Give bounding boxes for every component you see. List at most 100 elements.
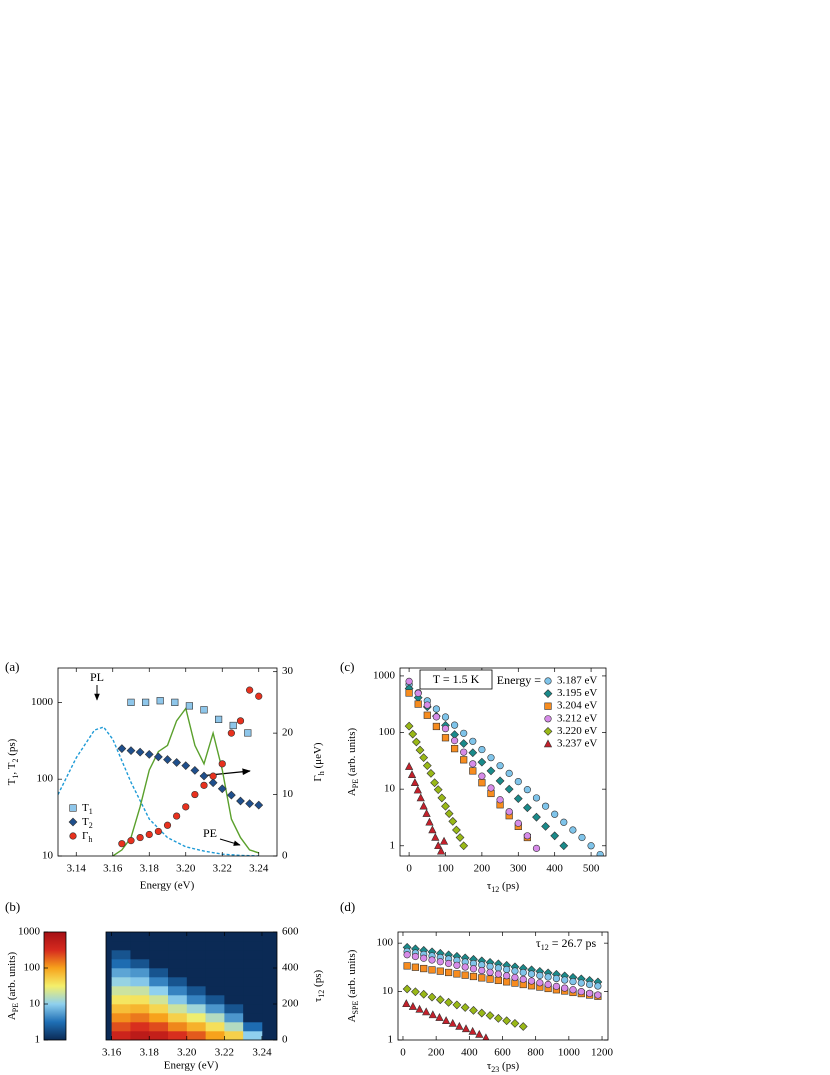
heatmap-cell [205, 941, 225, 951]
data-point [420, 954, 428, 962]
y-tick-label: 10 [382, 985, 394, 997]
data-point [585, 989, 594, 997]
heatmap-cell [168, 995, 188, 1005]
data-point [486, 766, 496, 776]
data-point [523, 803, 532, 813]
x-tick-label: 3.14 [67, 863, 87, 875]
heatmap-cell [243, 995, 263, 1005]
data-point [475, 1029, 484, 1038]
y-tick-label: 200 [282, 998, 299, 1010]
heatmap-cell [130, 968, 150, 978]
heatmap-cell [243, 932, 263, 942]
x-tick-label: 3.24 [252, 1047, 272, 1059]
data-point [439, 836, 449, 845]
data-point [118, 840, 126, 848]
heatmap-cell [130, 950, 150, 960]
data-point [494, 976, 502, 985]
heatmap-cell [224, 950, 244, 960]
heatmap-cell [168, 932, 188, 942]
text-part: A [346, 1014, 358, 1022]
data-point [410, 778, 420, 786]
data-point [527, 977, 536, 985]
subscript: PE [11, 1003, 20, 1012]
heatmap-cell [186, 932, 206, 942]
data-point [423, 711, 431, 719]
heatmap-cell [149, 941, 169, 951]
data-point [415, 1004, 424, 1013]
data-point [478, 772, 486, 780]
data-point [452, 1000, 462, 1010]
heatmap-cell [149, 995, 169, 1005]
subscript: 1 [89, 807, 93, 816]
heatmap-cell [243, 968, 263, 978]
data-point [527, 970, 536, 978]
heatmap-cell [111, 1031, 131, 1041]
data-point [199, 771, 209, 781]
legend-label: T1 [82, 802, 93, 817]
heatmap-cell [130, 986, 150, 996]
heatmap-cell [168, 1031, 188, 1041]
data-point [432, 705, 440, 713]
data-point [419, 753, 429, 763]
pe-arrow [219, 838, 241, 846]
subscript: SPE [351, 1001, 360, 1015]
data-point [444, 959, 453, 968]
data-point [255, 692, 263, 700]
data-point [519, 975, 527, 983]
annotation-box [419, 669, 493, 690]
x-tick-label: 400 [546, 863, 563, 875]
heatmap-cell [111, 941, 131, 951]
data-point [437, 793, 447, 803]
x-tick-label: 200 [474, 863, 491, 875]
x-tick-label: 3.16 [103, 863, 123, 875]
data-point [416, 793, 425, 802]
data-point [469, 737, 477, 745]
data-point [450, 745, 459, 753]
plot-frame [57, 667, 278, 857]
text-part: (arb. units) [346, 728, 358, 779]
data-point [246, 686, 254, 694]
data-point [495, 776, 505, 786]
x-tick-label: 600 [494, 1047, 511, 1059]
x-tick-label: 0 [400, 1047, 406, 1059]
data-point [408, 729, 418, 739]
data-point [551, 810, 559, 818]
x-tick-label: 1200 [591, 1047, 614, 1059]
data-point [510, 1019, 520, 1028]
data-point [144, 750, 154, 759]
x-tick-label: 300 [510, 863, 527, 875]
data-point [461, 1024, 471, 1033]
data-point [502, 1016, 512, 1026]
x-tick-label: 1000 [558, 1047, 581, 1059]
data-point [523, 832, 531, 840]
text-part: (ps) [499, 880, 519, 892]
subscript: PE [351, 779, 360, 788]
data-point [594, 991, 602, 999]
data-point [448, 1018, 457, 1027]
data-point [163, 821, 172, 829]
x-tick-label: 3.20 [176, 863, 196, 875]
annotation: T = 1.5 K [433, 672, 480, 686]
data-point [468, 748, 478, 758]
data-point [422, 1007, 431, 1016]
legend-marker [69, 804, 77, 812]
data-point [459, 739, 469, 748]
data-point [460, 1003, 470, 1012]
heatmap-cell [243, 950, 263, 960]
data-point [493, 1013, 503, 1023]
data-point [468, 1026, 477, 1035]
heatmap-cell [224, 968, 244, 978]
data-point [450, 721, 459, 729]
data-point [544, 980, 552, 989]
heatmap-cell [168, 977, 188, 987]
text-part: τ [312, 997, 324, 1002]
heatmap-cell [224, 1031, 244, 1041]
x-tick-label: 800 [527, 1047, 544, 1059]
heatmap-cell [243, 1031, 263, 1041]
data-point [430, 778, 439, 788]
heatmap-cell [130, 995, 150, 1005]
data-point [469, 972, 478, 981]
data-point [486, 975, 494, 983]
x-tick-label: 3.24 [249, 863, 269, 875]
